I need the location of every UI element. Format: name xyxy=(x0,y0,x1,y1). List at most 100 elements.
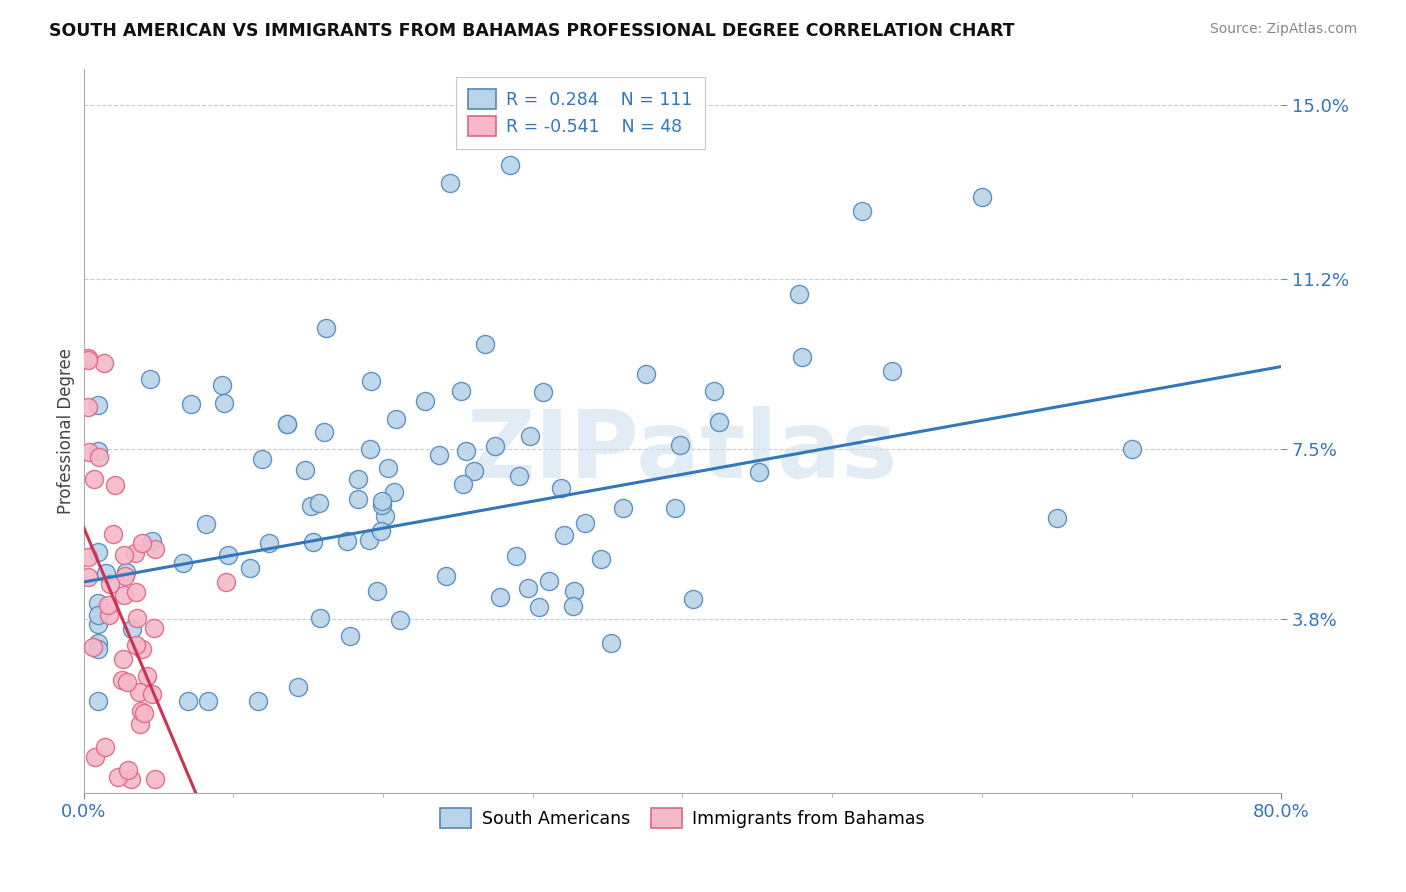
Point xyxy=(121,622,143,636)
Point xyxy=(574,516,596,530)
Point xyxy=(359,442,381,457)
Point xyxy=(100,576,122,591)
Point xyxy=(505,549,527,563)
Point xyxy=(135,669,157,683)
Point xyxy=(682,592,704,607)
Point xyxy=(302,534,325,549)
Point xyxy=(82,640,104,655)
Point xyxy=(77,570,100,584)
Point xyxy=(276,417,298,432)
Point xyxy=(600,635,623,649)
Point xyxy=(143,542,166,557)
Point xyxy=(439,176,461,190)
Point xyxy=(748,465,770,479)
Point xyxy=(97,598,120,612)
Point xyxy=(366,584,388,599)
Point xyxy=(247,694,270,708)
Point xyxy=(664,500,686,515)
Point xyxy=(374,508,396,523)
Point xyxy=(294,463,316,477)
Point xyxy=(371,494,394,508)
Point xyxy=(276,417,298,431)
Point xyxy=(669,438,692,452)
Point xyxy=(104,478,127,492)
Point xyxy=(129,717,152,731)
Point xyxy=(87,616,110,631)
Point xyxy=(87,694,110,708)
Point xyxy=(970,190,993,204)
Point xyxy=(1046,511,1069,525)
Point xyxy=(77,549,100,564)
Point xyxy=(339,629,361,643)
Point xyxy=(77,353,100,368)
Point xyxy=(537,574,560,588)
Point xyxy=(89,450,111,464)
Point xyxy=(87,399,110,413)
Point xyxy=(703,384,725,398)
Point xyxy=(456,444,478,458)
Point xyxy=(484,439,506,453)
Point xyxy=(413,394,436,409)
Point xyxy=(87,636,110,650)
Point xyxy=(83,472,105,486)
Point xyxy=(180,397,202,411)
Point xyxy=(217,548,239,562)
Point xyxy=(77,351,100,365)
Point xyxy=(388,613,411,627)
Point xyxy=(250,452,273,467)
Point xyxy=(124,546,146,560)
Point xyxy=(77,445,100,459)
Point xyxy=(308,496,330,510)
Point xyxy=(550,481,572,495)
Point xyxy=(385,412,408,426)
Point xyxy=(636,367,658,381)
Point xyxy=(142,621,165,635)
Point xyxy=(347,472,370,486)
Point xyxy=(87,444,110,458)
Point xyxy=(107,770,129,784)
Point xyxy=(97,607,120,622)
Point xyxy=(370,499,392,513)
Point xyxy=(87,544,110,558)
Point xyxy=(450,384,472,398)
Point xyxy=(499,158,522,172)
Point xyxy=(360,374,382,388)
Text: ZIPatlas: ZIPatlas xyxy=(467,407,898,499)
Point xyxy=(612,500,634,515)
Point xyxy=(83,750,105,764)
Point xyxy=(110,673,132,687)
Point xyxy=(312,425,335,439)
Point xyxy=(117,675,139,690)
Point xyxy=(141,533,163,548)
Point xyxy=(309,611,332,625)
Point xyxy=(112,548,135,562)
Point xyxy=(357,533,380,548)
Point xyxy=(172,556,194,570)
Point xyxy=(125,585,148,599)
Y-axis label: Professional Degree: Professional Degree xyxy=(58,348,75,514)
Point xyxy=(212,395,235,409)
Point xyxy=(94,566,117,581)
Point xyxy=(851,203,873,218)
Point xyxy=(1121,442,1143,456)
Point xyxy=(239,561,262,575)
Point xyxy=(474,337,496,351)
Point xyxy=(111,652,134,666)
Point xyxy=(114,588,136,602)
Point xyxy=(93,739,115,754)
Point xyxy=(129,704,152,718)
Point xyxy=(488,591,510,605)
Point xyxy=(451,477,474,491)
Point xyxy=(527,600,550,615)
Point xyxy=(707,415,730,429)
Point xyxy=(517,581,540,595)
Point xyxy=(114,569,136,583)
Point xyxy=(792,351,814,365)
Point xyxy=(114,565,136,579)
Point xyxy=(382,484,405,499)
Point xyxy=(370,524,392,539)
Point xyxy=(562,583,585,598)
Point xyxy=(103,527,125,541)
Point xyxy=(531,385,554,400)
Point xyxy=(257,536,280,550)
